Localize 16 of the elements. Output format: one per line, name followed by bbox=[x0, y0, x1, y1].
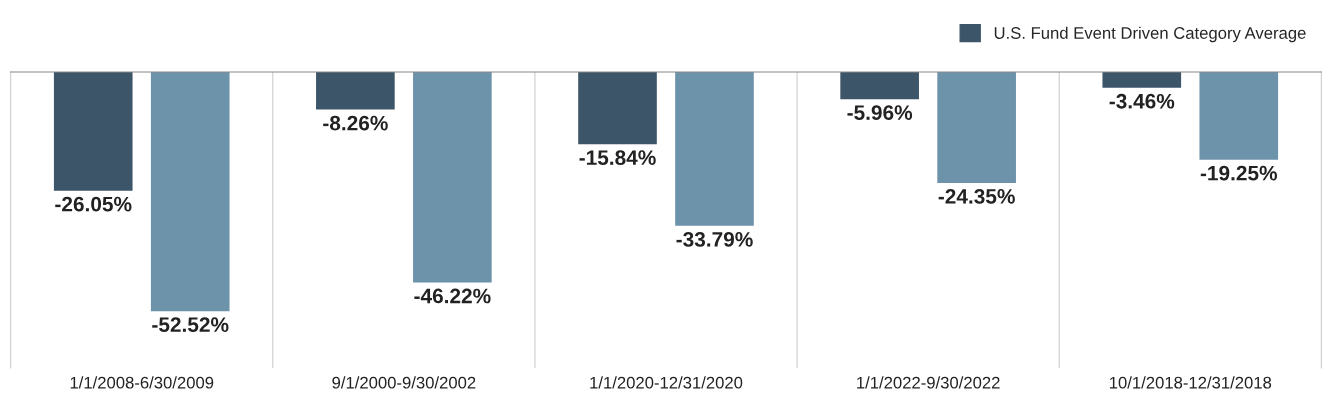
data-label: -8.26% bbox=[323, 115, 388, 131]
data-label: -33.79% bbox=[676, 231, 753, 247]
x-tick-label: 9/1/2000-9/30/2002 bbox=[332, 376, 476, 389]
data-label: -19.25% bbox=[1200, 165, 1278, 181]
legend-label: U.S. Fund Event Driven Category Average bbox=[994, 26, 1306, 43]
x-tick-label: 10/1/2018-12/31/2018 bbox=[1110, 376, 1272, 389]
x-tick-label: 1/1/2020-12/31/2020 bbox=[590, 376, 743, 389]
data-label: -52.52% bbox=[152, 317, 229, 333]
x-tick-label: 1/1/2022-9/30/2022 bbox=[857, 376, 1000, 389]
data-label: -24.35% bbox=[938, 188, 1015, 204]
data-label: -15.84% bbox=[579, 150, 656, 165]
x-tick-label: 1/1/2008-6/30/2009 bbox=[70, 376, 214, 389]
data-label: -5.96% bbox=[847, 105, 913, 120]
data-label: -46.22% bbox=[414, 288, 491, 304]
data-label: -3.46% bbox=[1109, 93, 1175, 109]
data-label: -26.05% bbox=[55, 196, 132, 212]
